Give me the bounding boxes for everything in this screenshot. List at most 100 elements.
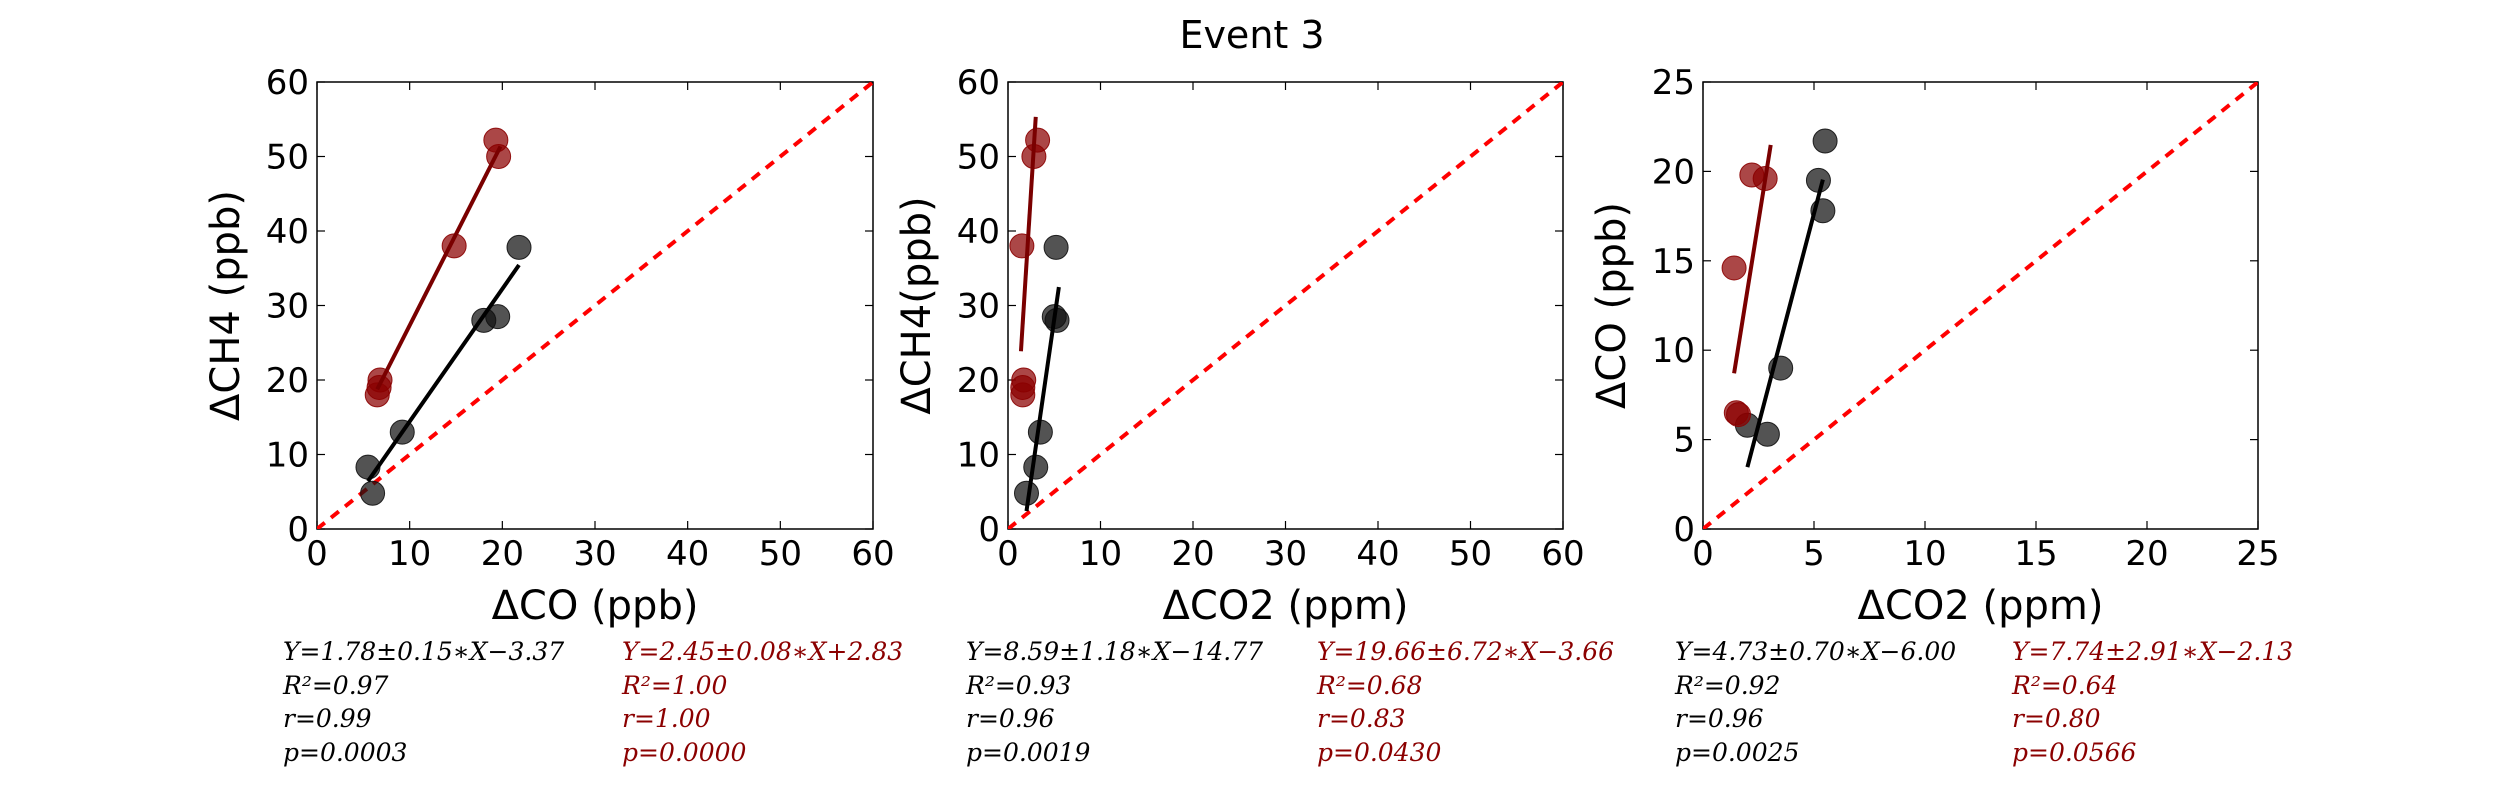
y-tick-label: 30 [266, 287, 309, 327]
stats-right-line: Y=19.66±6.72∗X−3.66 [1317, 637, 1614, 666]
series-red [1721, 162, 1778, 428]
x-tick-label: 10 [1903, 534, 1946, 574]
data-point [1025, 127, 1051, 153]
fit-line-red [1018, 116, 1038, 352]
data-point [1812, 128, 1838, 154]
series-red [1009, 127, 1051, 408]
y-tick-label: 20 [957, 361, 1000, 401]
data-point [485, 304, 511, 330]
y-tick-label: 50 [957, 138, 1000, 178]
plot-area [317, 82, 873, 529]
data-point [1721, 255, 1747, 281]
chart-panel-1: 0 10 20 30 40 50 60 0 10 20 30 40 50 60 ΔCO (ppb) ΔCH4 … [203, 63, 903, 767]
y-tick-label: 10 [1652, 331, 1695, 371]
y-tick-label: 40 [266, 212, 309, 252]
x-tick-label: 25 [2236, 534, 2279, 574]
x-tick-label: 0 [997, 534, 1019, 574]
identity-line [1703, 82, 2258, 529]
x-tick-label: 30 [573, 534, 616, 574]
fit-line-red [375, 145, 503, 391]
x-tick-label: 60 [1541, 534, 1584, 574]
stats-right-line: Y=2.45±0.08∗X+2.83 [622, 637, 903, 666]
chart-panel-3: 0 5 10 15 20 25 0 5 10 15 20 25 ΔCO2 (ppm) ΔCO (ppb) Y… [1589, 63, 2293, 767]
stats-left-line: R²=0.93 [965, 671, 1071, 700]
stats-right-line: p=0.0430 [1317, 738, 1442, 767]
x-axis-label: ΔCO (ppb) [492, 583, 699, 629]
y-tick-label: 0 [1673, 510, 1695, 550]
x-tick-label: 40 [666, 534, 709, 574]
stats-right-line: R²=0.68 [1316, 671, 1422, 700]
y-tick-label: 20 [266, 361, 309, 401]
stats-left-line: p=0.0003 [283, 738, 407, 767]
plot-area [1703, 82, 2258, 529]
y-tick-label: 0 [287, 510, 309, 550]
y-tick-label: 40 [957, 212, 1000, 252]
x-tick-label: 60 [851, 534, 894, 574]
stats-left-line: R²=0.92 [1674, 671, 1780, 700]
stats-right-line: R²=1.00 [621, 671, 728, 700]
y-tick-label: 60 [266, 63, 309, 103]
fit-line-black [366, 263, 521, 483]
x-axis-label: ΔCO2 (ppm) [1858, 583, 2104, 629]
y-tick-label: 50 [266, 138, 309, 178]
x-tick-label: 0 [306, 534, 328, 574]
y-tick-label: 10 [266, 436, 309, 476]
stats-right-line: r=0.80 [2012, 704, 2101, 733]
y-axis-label: ΔCH4(ppb) [894, 196, 940, 414]
fit-line-black [1024, 286, 1061, 512]
y-tick-label: 15 [1652, 242, 1695, 282]
stats-left-line: R²=0.97 [282, 671, 389, 700]
x-tick-label: 20 [1171, 534, 1214, 574]
figure-title: Event 3 [1179, 13, 1324, 57]
stats-right-line: Y=7.74±2.91∗X−2.13 [2012, 637, 2293, 666]
x-tick-label: 5 [1803, 534, 1825, 574]
identity-line [1008, 82, 1563, 529]
x-tick-label: 15 [2014, 534, 2057, 574]
x-tick-label: 0 [1692, 534, 1714, 574]
y-tick-label: 20 [1652, 152, 1695, 192]
x-tick-label: 20 [481, 534, 524, 574]
stats-right-line: r=1.00 [622, 704, 711, 733]
stats-left-line: p=0.0019 [966, 738, 1091, 767]
chart-panel-2: 0 10 20 30 40 50 60 0 10 20 30 40 50 60 ΔCO2 (ppm) ΔCH4… [894, 63, 1614, 767]
x-tick-label: 20 [2125, 534, 2168, 574]
x-tick-label: 10 [1079, 534, 1122, 574]
y-axis-label: ΔCH4 (ppb) [203, 190, 249, 421]
x-tick-label: 30 [1264, 534, 1307, 574]
identity-line [317, 82, 873, 529]
stats-left-line: p=0.0025 [1675, 738, 1799, 767]
data-point [1009, 233, 1035, 259]
y-tick-label: 10 [957, 436, 1000, 476]
stats-right-line: R²=0.64 [2011, 671, 2117, 700]
fit-line-black [1745, 179, 1825, 468]
stats-left-line: Y=8.59±1.18∗X−14.77 [966, 637, 1263, 666]
stats-left-line: r=0.99 [283, 704, 372, 733]
x-tick-label: 40 [1356, 534, 1399, 574]
data-point [506, 234, 532, 260]
y-axis-label: ΔCO (ppb) [1589, 202, 1635, 409]
stats-left-line: Y=1.78±0.15∗X−3.37 [283, 637, 564, 666]
y-tick-label: 0 [978, 510, 1000, 550]
data-point [1010, 374, 1036, 400]
stats-left-line: r=0.96 [1675, 704, 1764, 733]
stats-left-line: r=0.96 [966, 704, 1055, 733]
data-point [1043, 234, 1069, 260]
y-tick-label: 5 [1673, 421, 1695, 461]
y-tick-label: 60 [957, 63, 1000, 103]
x-tick-label: 50 [1449, 534, 1492, 574]
plot-frame [1702, 81, 2259, 530]
data-point [360, 480, 386, 506]
fit-line-red [1732, 144, 1773, 374]
plot-area [1008, 82, 1563, 529]
stats-left-line: Y=4.73±0.70∗X−6.00 [1675, 637, 1956, 666]
y-tick-label: 30 [957, 287, 1000, 327]
x-tick-label: 50 [759, 534, 802, 574]
stats-right-line: p=0.0000 [622, 738, 747, 767]
stats-right-line: p=0.0566 [2012, 738, 2137, 767]
y-tick-label: 25 [1652, 63, 1695, 103]
x-axis-label: ΔCO2 (ppm) [1163, 583, 1409, 629]
data-point [1726, 402, 1752, 428]
stats-right-line: r=0.83 [1317, 704, 1406, 733]
